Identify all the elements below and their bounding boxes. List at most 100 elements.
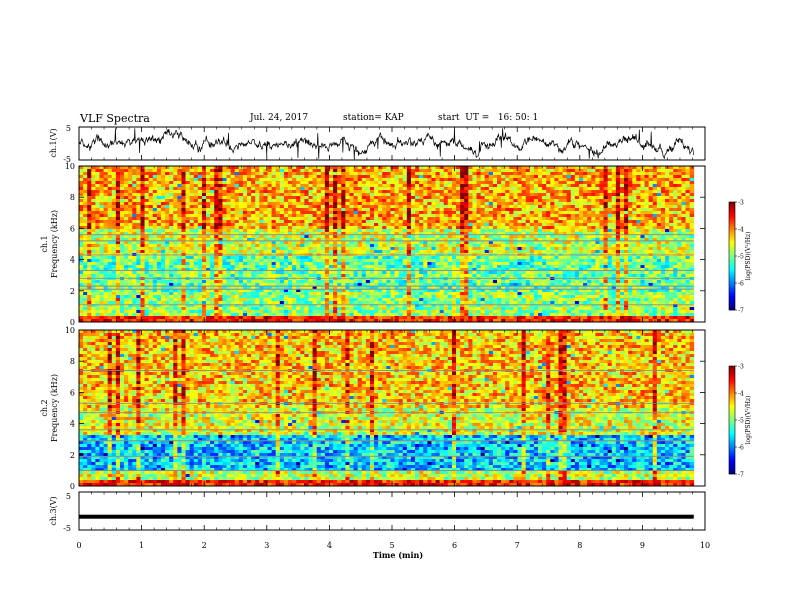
spectrogram-cell xyxy=(160,184,166,188)
spectrogram-cell xyxy=(378,268,383,272)
spectrogram-cell xyxy=(222,274,227,278)
spectrogram-cell xyxy=(365,181,371,185)
spectrogram-cell xyxy=(263,244,268,248)
spectrogram-cell xyxy=(79,187,84,191)
spectrogram-cell xyxy=(255,208,260,212)
spectrogram-cell xyxy=(304,217,309,221)
spectrogram-cell xyxy=(230,208,236,212)
spectrogram-cell xyxy=(128,271,133,275)
spectrogram-cell xyxy=(132,265,137,269)
spectrogram-cell xyxy=(402,166,408,170)
spectrogram-cell xyxy=(87,229,92,233)
spectrogram-cell xyxy=(152,184,158,188)
spectrogram-cell xyxy=(201,175,207,179)
spectrogram-cell xyxy=(304,241,309,245)
spectrogram-cell xyxy=(206,259,211,263)
spectrogram-cell xyxy=(435,223,441,227)
spectrogram-cell xyxy=(328,268,334,272)
spectrogram-cell xyxy=(251,190,256,194)
spectrogram-cell xyxy=(365,280,371,284)
spectrogram-cell xyxy=(324,223,330,227)
spectrogram-cell xyxy=(288,196,293,200)
spectrogram-cell xyxy=(328,295,334,299)
spectrogram-cell xyxy=(206,241,211,245)
spectrogram-cell xyxy=(87,286,92,290)
spectrogram-cell xyxy=(189,196,195,200)
spectrogram-cell xyxy=(341,238,346,242)
spectrogram-cell xyxy=(427,280,432,284)
spectrogram-cell xyxy=(451,235,457,239)
spectrogram-cell xyxy=(361,247,367,251)
spectrogram-cell xyxy=(103,217,109,221)
spectrogram-cell xyxy=(357,244,363,248)
spectrogram-cell xyxy=(193,232,199,236)
spectrogram-cell xyxy=(136,202,141,206)
spectrogram-cell xyxy=(83,175,88,179)
spectrogram-cell xyxy=(197,211,203,215)
spectrogram-cell xyxy=(119,292,125,296)
spectrogram-cell xyxy=(312,196,318,200)
spectrogram-cell xyxy=(369,187,375,191)
spectrogram-cell xyxy=(292,241,297,245)
spectrogram-cell xyxy=(382,202,387,206)
spectrogram-cell xyxy=(79,229,84,233)
spectrogram-cell xyxy=(214,265,219,269)
spectrogram-cell xyxy=(328,181,334,185)
spectrogram-cell xyxy=(378,301,383,305)
spectrogram-cell xyxy=(349,301,354,305)
spectrogram-cell xyxy=(337,241,342,245)
spectrogram-cell xyxy=(238,181,244,185)
spectrogram-cell xyxy=(460,199,465,203)
spectrogram-cell xyxy=(406,286,412,290)
spectrogram-cell xyxy=(435,298,441,302)
spectrogram-cell xyxy=(296,202,301,206)
spectrogram-cell xyxy=(361,175,367,179)
spectrogram-cell xyxy=(435,241,441,245)
spectrogram-cell xyxy=(296,229,301,233)
spectrogram-cell xyxy=(357,199,363,203)
spectrogram-cell xyxy=(275,226,281,230)
spectrogram-cell xyxy=(230,298,236,302)
spectrogram-cell xyxy=(386,193,391,197)
spectrogram-cell xyxy=(210,196,215,200)
spectrogram-cell xyxy=(169,286,174,290)
spectrogram-cell xyxy=(390,301,395,305)
spectrogram-cell xyxy=(255,286,260,290)
spectrogram-cell xyxy=(259,271,264,275)
spectrogram-cell xyxy=(222,304,227,308)
spectrogram-cell xyxy=(177,316,182,320)
spectrogram-cell xyxy=(152,226,158,230)
spectrogram-cell xyxy=(132,286,137,290)
spectrogram-cell xyxy=(152,271,158,275)
spectrogram-cell xyxy=(324,175,330,179)
spectrogram-cell xyxy=(271,283,277,287)
spectrogram-cell xyxy=(111,181,117,185)
spectrogram-cell xyxy=(345,265,350,269)
spectrogram-cell xyxy=(169,190,174,194)
spectrogram-cell xyxy=(218,190,223,194)
spectrogram-cell xyxy=(91,211,96,215)
spectrogram-cell xyxy=(103,205,109,209)
spectrogram-cell xyxy=(222,208,227,212)
spectrogram-cell xyxy=(382,223,387,227)
spectrogram-cell xyxy=(189,268,195,272)
spectrogram-cell xyxy=(234,178,240,182)
spectrogram-cell xyxy=(165,217,170,221)
spectrogram-cell xyxy=(398,205,404,209)
spectrogram-cell xyxy=(91,205,96,209)
spectrogram-cell xyxy=(357,319,363,323)
spectrogram-cell xyxy=(427,211,432,215)
spectrogram-cell xyxy=(259,193,264,197)
spectrogram-cell xyxy=(439,283,445,287)
spectrogram-cell xyxy=(247,166,252,170)
spectrogram-cell xyxy=(361,226,367,230)
spectrogram-cell xyxy=(447,256,453,260)
start-time-label: start UT = 16: 50: 1 xyxy=(438,113,539,123)
spectrogram-cell xyxy=(91,226,96,230)
spectrogram-cell xyxy=(242,256,248,260)
spectrogram-cell xyxy=(357,226,363,230)
spectrogram-cell xyxy=(144,286,150,290)
spectrogram-cell xyxy=(382,262,387,266)
spectrogram-cell xyxy=(79,265,84,269)
spectrogram-cell xyxy=(185,286,191,290)
